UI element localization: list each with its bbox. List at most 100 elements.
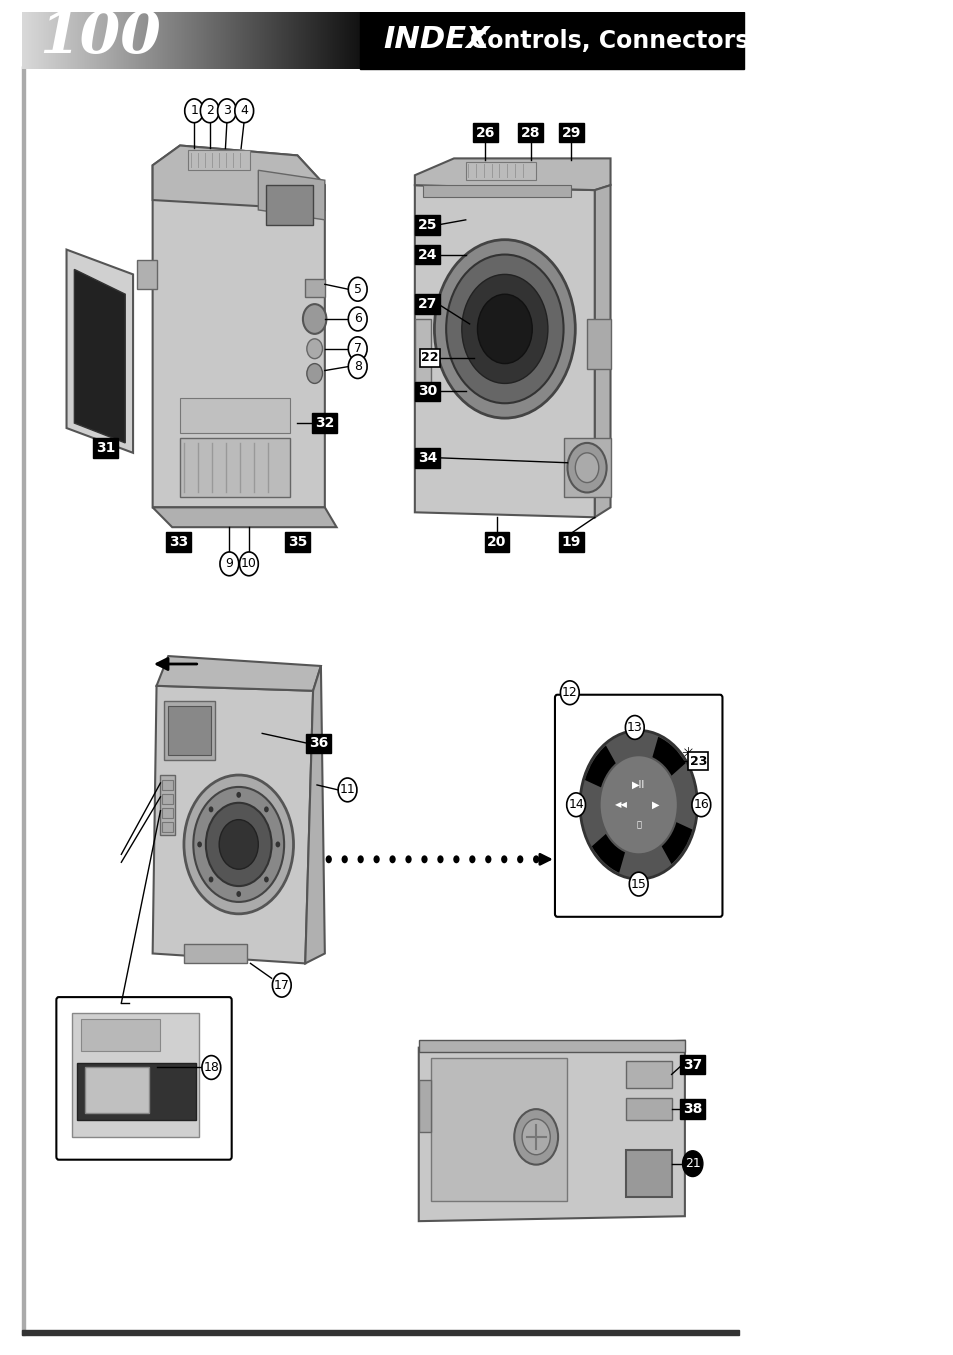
Text: 21: 21 [684, 1157, 700, 1171]
Text: 4: 4 [240, 104, 248, 118]
Wedge shape [639, 737, 685, 805]
Circle shape [566, 793, 585, 817]
Wedge shape [639, 805, 692, 864]
Polygon shape [152, 507, 336, 527]
Circle shape [193, 787, 284, 902]
Text: 35: 35 [288, 535, 307, 549]
Bar [418, 1039, 684, 1051]
Text: 100: 100 [39, 9, 161, 66]
Text: 22: 22 [420, 351, 438, 364]
Bar [22, 66, 25, 1335]
Circle shape [469, 855, 475, 863]
Circle shape [264, 877, 269, 882]
Text: 37: 37 [682, 1057, 701, 1072]
Text: ⬜: ⬜ [636, 820, 640, 829]
Bar [415, 318, 430, 389]
Circle shape [275, 841, 280, 847]
Polygon shape [415, 186, 595, 518]
Bar [160, 775, 174, 835]
Circle shape [185, 99, 203, 123]
Circle shape [273, 973, 291, 997]
Bar [180, 398, 290, 434]
Circle shape [200, 99, 219, 123]
Circle shape [307, 339, 322, 359]
Circle shape [357, 855, 363, 863]
Circle shape [567, 443, 606, 492]
Text: 13: 13 [626, 721, 642, 734]
Polygon shape [156, 656, 320, 691]
Text: 3: 3 [223, 104, 231, 118]
Circle shape [236, 892, 241, 897]
Text: 2: 2 [206, 104, 213, 118]
Text: 10: 10 [241, 557, 256, 570]
Text: 16: 16 [693, 798, 708, 812]
Bar [81, 1019, 160, 1050]
Text: 9: 9 [225, 557, 233, 570]
Wedge shape [584, 745, 639, 805]
Circle shape [598, 755, 678, 855]
Bar [687, 752, 708, 770]
Circle shape [239, 551, 258, 576]
Polygon shape [415, 159, 610, 190]
Circle shape [575, 453, 598, 482]
Text: 30: 30 [417, 385, 436, 398]
Bar [465, 163, 536, 180]
Circle shape [202, 1056, 220, 1080]
Text: 7: 7 [354, 343, 361, 355]
Circle shape [625, 715, 643, 740]
Text: 20: 20 [487, 535, 506, 549]
Text: 26: 26 [476, 126, 495, 140]
Circle shape [533, 855, 538, 863]
Circle shape [389, 855, 395, 863]
Polygon shape [418, 1041, 684, 1221]
Circle shape [236, 791, 241, 798]
Circle shape [197, 841, 202, 847]
Circle shape [348, 308, 367, 331]
Circle shape [579, 730, 697, 879]
Bar [168, 706, 212, 755]
Bar [162, 794, 172, 804]
Text: 6: 6 [354, 313, 361, 325]
Bar [625, 1150, 671, 1198]
Circle shape [559, 680, 578, 705]
FancyBboxPatch shape [555, 695, 721, 917]
Circle shape [500, 855, 507, 863]
Text: 34: 34 [417, 451, 436, 465]
Circle shape [434, 240, 575, 419]
Text: INDEX: INDEX [383, 26, 490, 54]
Bar [359, 12, 742, 69]
Bar [625, 1061, 671, 1088]
Polygon shape [74, 270, 125, 443]
Text: 31: 31 [96, 440, 115, 455]
Text: 17: 17 [274, 978, 290, 992]
Circle shape [517, 855, 523, 863]
Bar [188, 150, 251, 171]
Circle shape [348, 337, 367, 360]
Polygon shape [595, 186, 610, 518]
Text: Controls, Connectors And Indicators: Controls, Connectors And Indicators [469, 30, 950, 53]
Text: 19: 19 [561, 535, 580, 549]
Polygon shape [67, 249, 132, 453]
Text: ▶: ▶ [652, 799, 659, 810]
Bar [162, 821, 172, 832]
Bar [76, 1062, 195, 1121]
Circle shape [184, 775, 294, 913]
Circle shape [219, 820, 258, 869]
Bar [85, 1068, 149, 1112]
Text: 5: 5 [354, 283, 361, 295]
Text: 8: 8 [354, 360, 361, 373]
Circle shape [206, 802, 272, 886]
Bar [162, 808, 172, 817]
Circle shape [348, 355, 367, 378]
Circle shape [421, 855, 427, 863]
Wedge shape [591, 805, 639, 873]
Circle shape [264, 806, 269, 813]
Circle shape [476, 294, 532, 363]
Bar [180, 438, 290, 497]
FancyBboxPatch shape [56, 997, 232, 1160]
Text: 1: 1 [190, 104, 198, 118]
Circle shape [234, 99, 253, 123]
Bar [305, 279, 324, 297]
Text: 33: 33 [169, 535, 188, 549]
Circle shape [209, 877, 213, 882]
